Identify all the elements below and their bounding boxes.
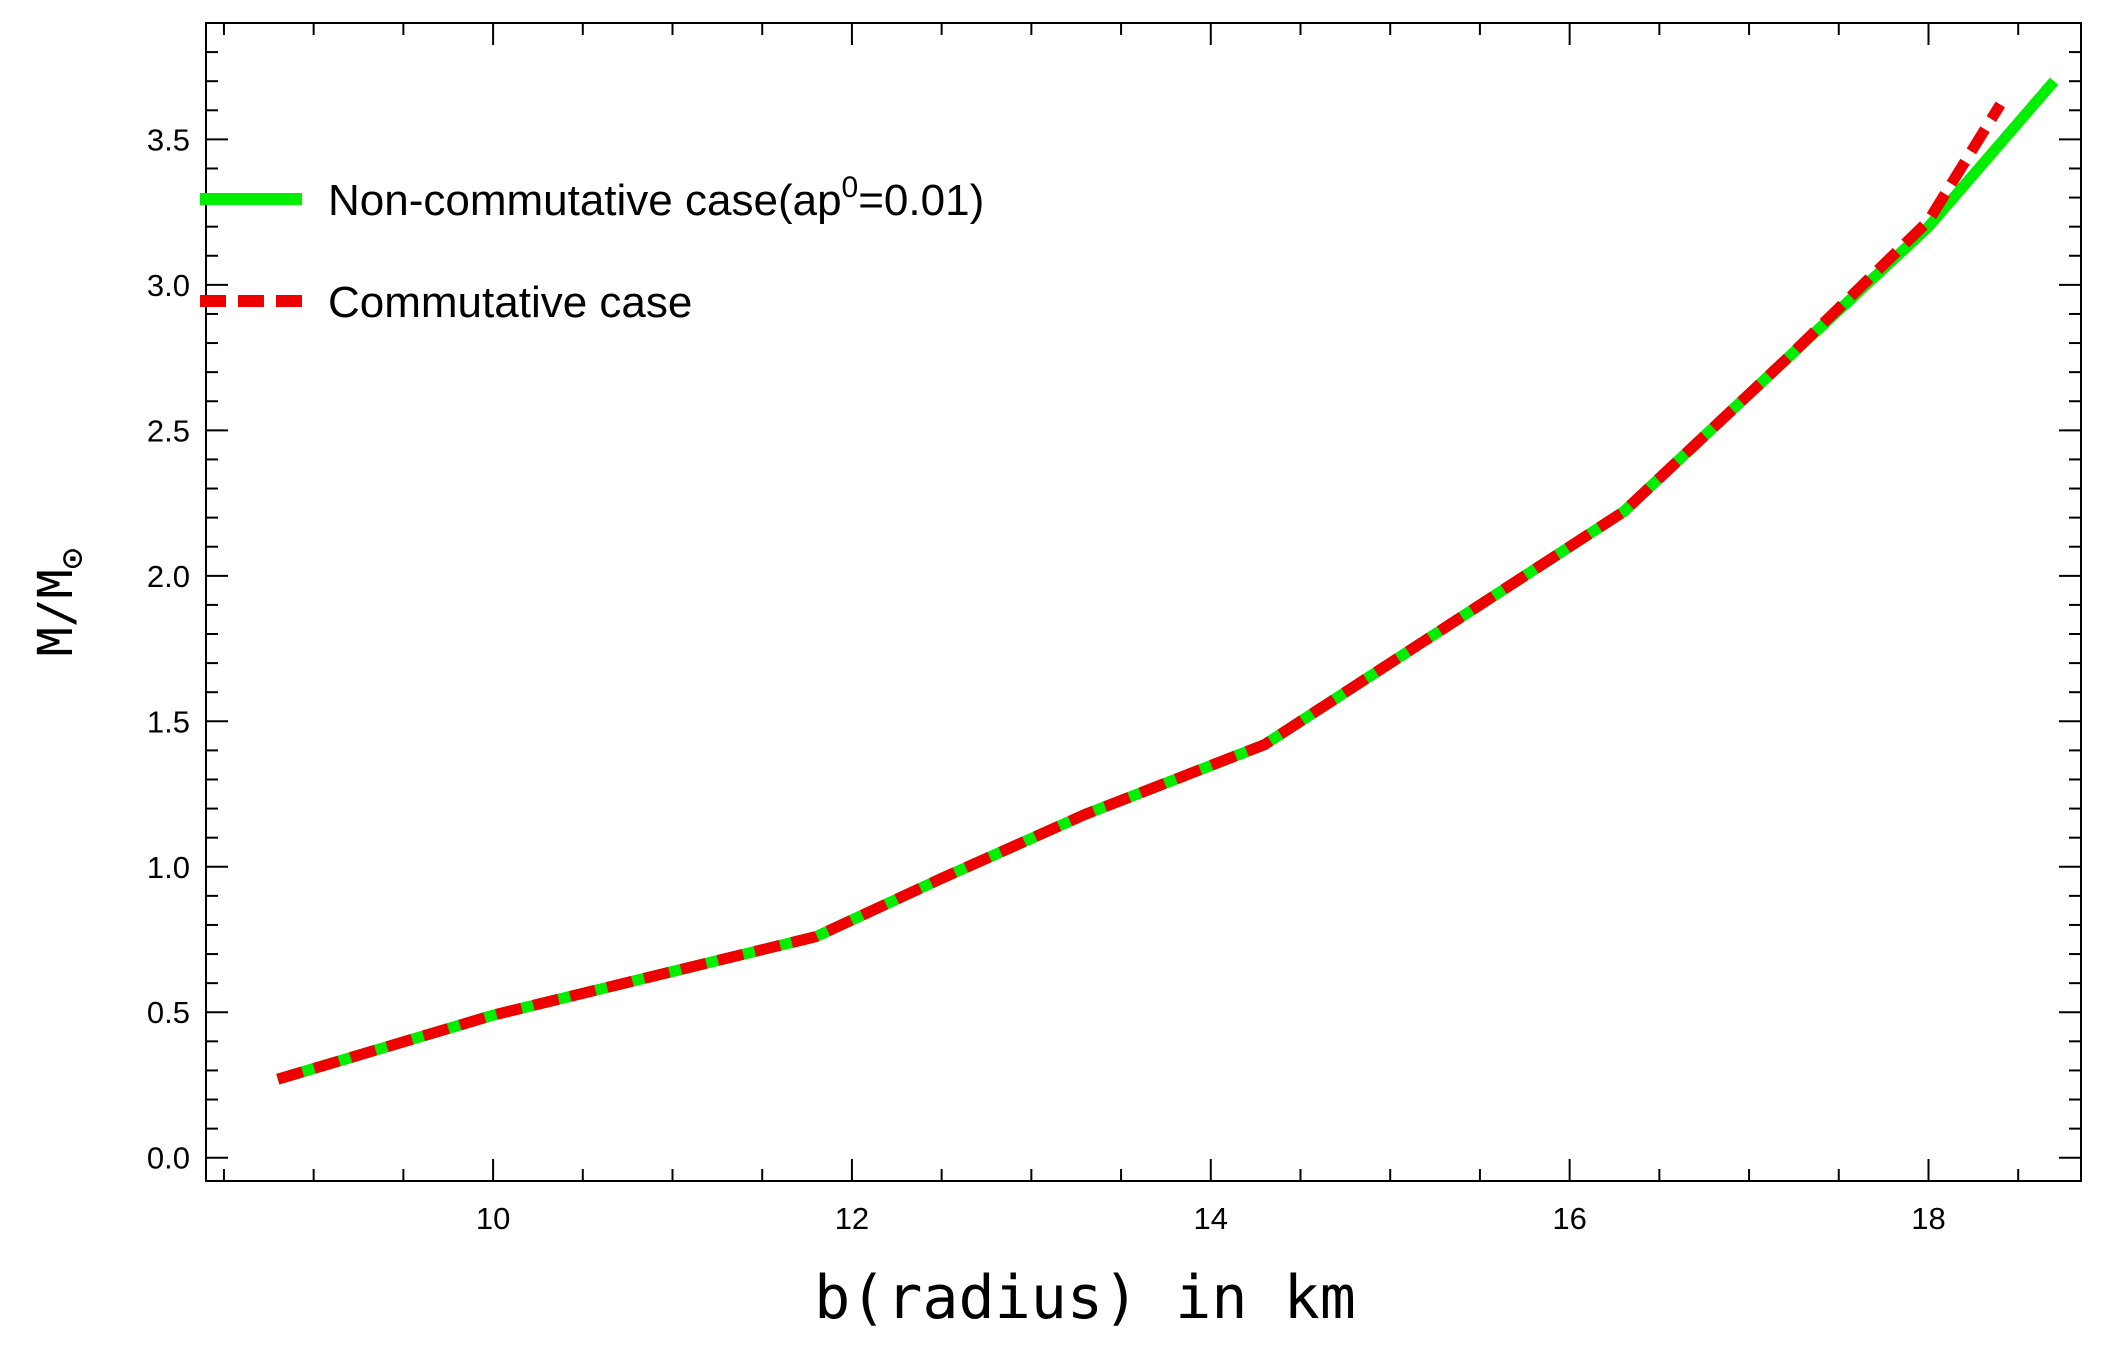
x-tick-label: 10 xyxy=(476,1201,510,1236)
y-tick-label: 2.5 xyxy=(147,413,190,448)
y-axis-label: M/M⊙ xyxy=(28,548,93,656)
x-tick-label: 12 xyxy=(835,1201,869,1236)
y-tick-label: 2.0 xyxy=(147,559,190,594)
x-tick-label: 18 xyxy=(1911,1201,1945,1236)
y-tick-label: 0.0 xyxy=(147,1141,190,1176)
major-ticks xyxy=(206,23,2081,1181)
y-tick-label: 3.5 xyxy=(147,122,190,157)
x-tick-labels: 10 12 14 16 18 xyxy=(476,1201,1946,1236)
y-tick-label: 0.5 xyxy=(147,995,190,1030)
x-axis-label: b(radius) in km xyxy=(814,1263,1356,1333)
legend-label-non-commutative: Non-commutative case(ap0=0.01) xyxy=(328,171,984,225)
x-tick-label: 14 xyxy=(1194,1201,1228,1236)
series-line-non-commutative xyxy=(276,77,2059,1085)
legend: Non-commutative case(ap0=0.01) Commutati… xyxy=(200,171,984,327)
legend-label-commutative: Commutative case xyxy=(328,278,692,327)
y-tick-label: 3.0 xyxy=(147,268,190,303)
plot-frame xyxy=(205,22,2082,1182)
minor-ticks xyxy=(206,23,2081,1181)
x-tick-label: 16 xyxy=(1552,1201,1586,1236)
svg-text:M/M⊙: M/M⊙ xyxy=(28,548,93,656)
y-tick-label: 1.0 xyxy=(147,850,190,885)
y-tick-label: 1.5 xyxy=(147,704,190,739)
series-line-commutative xyxy=(276,101,2005,1085)
y-tick-labels: 0.0 0.5 1.0 1.5 2.0 2.5 3.0 3.5 xyxy=(147,122,190,1175)
series-layer xyxy=(276,77,2059,1085)
